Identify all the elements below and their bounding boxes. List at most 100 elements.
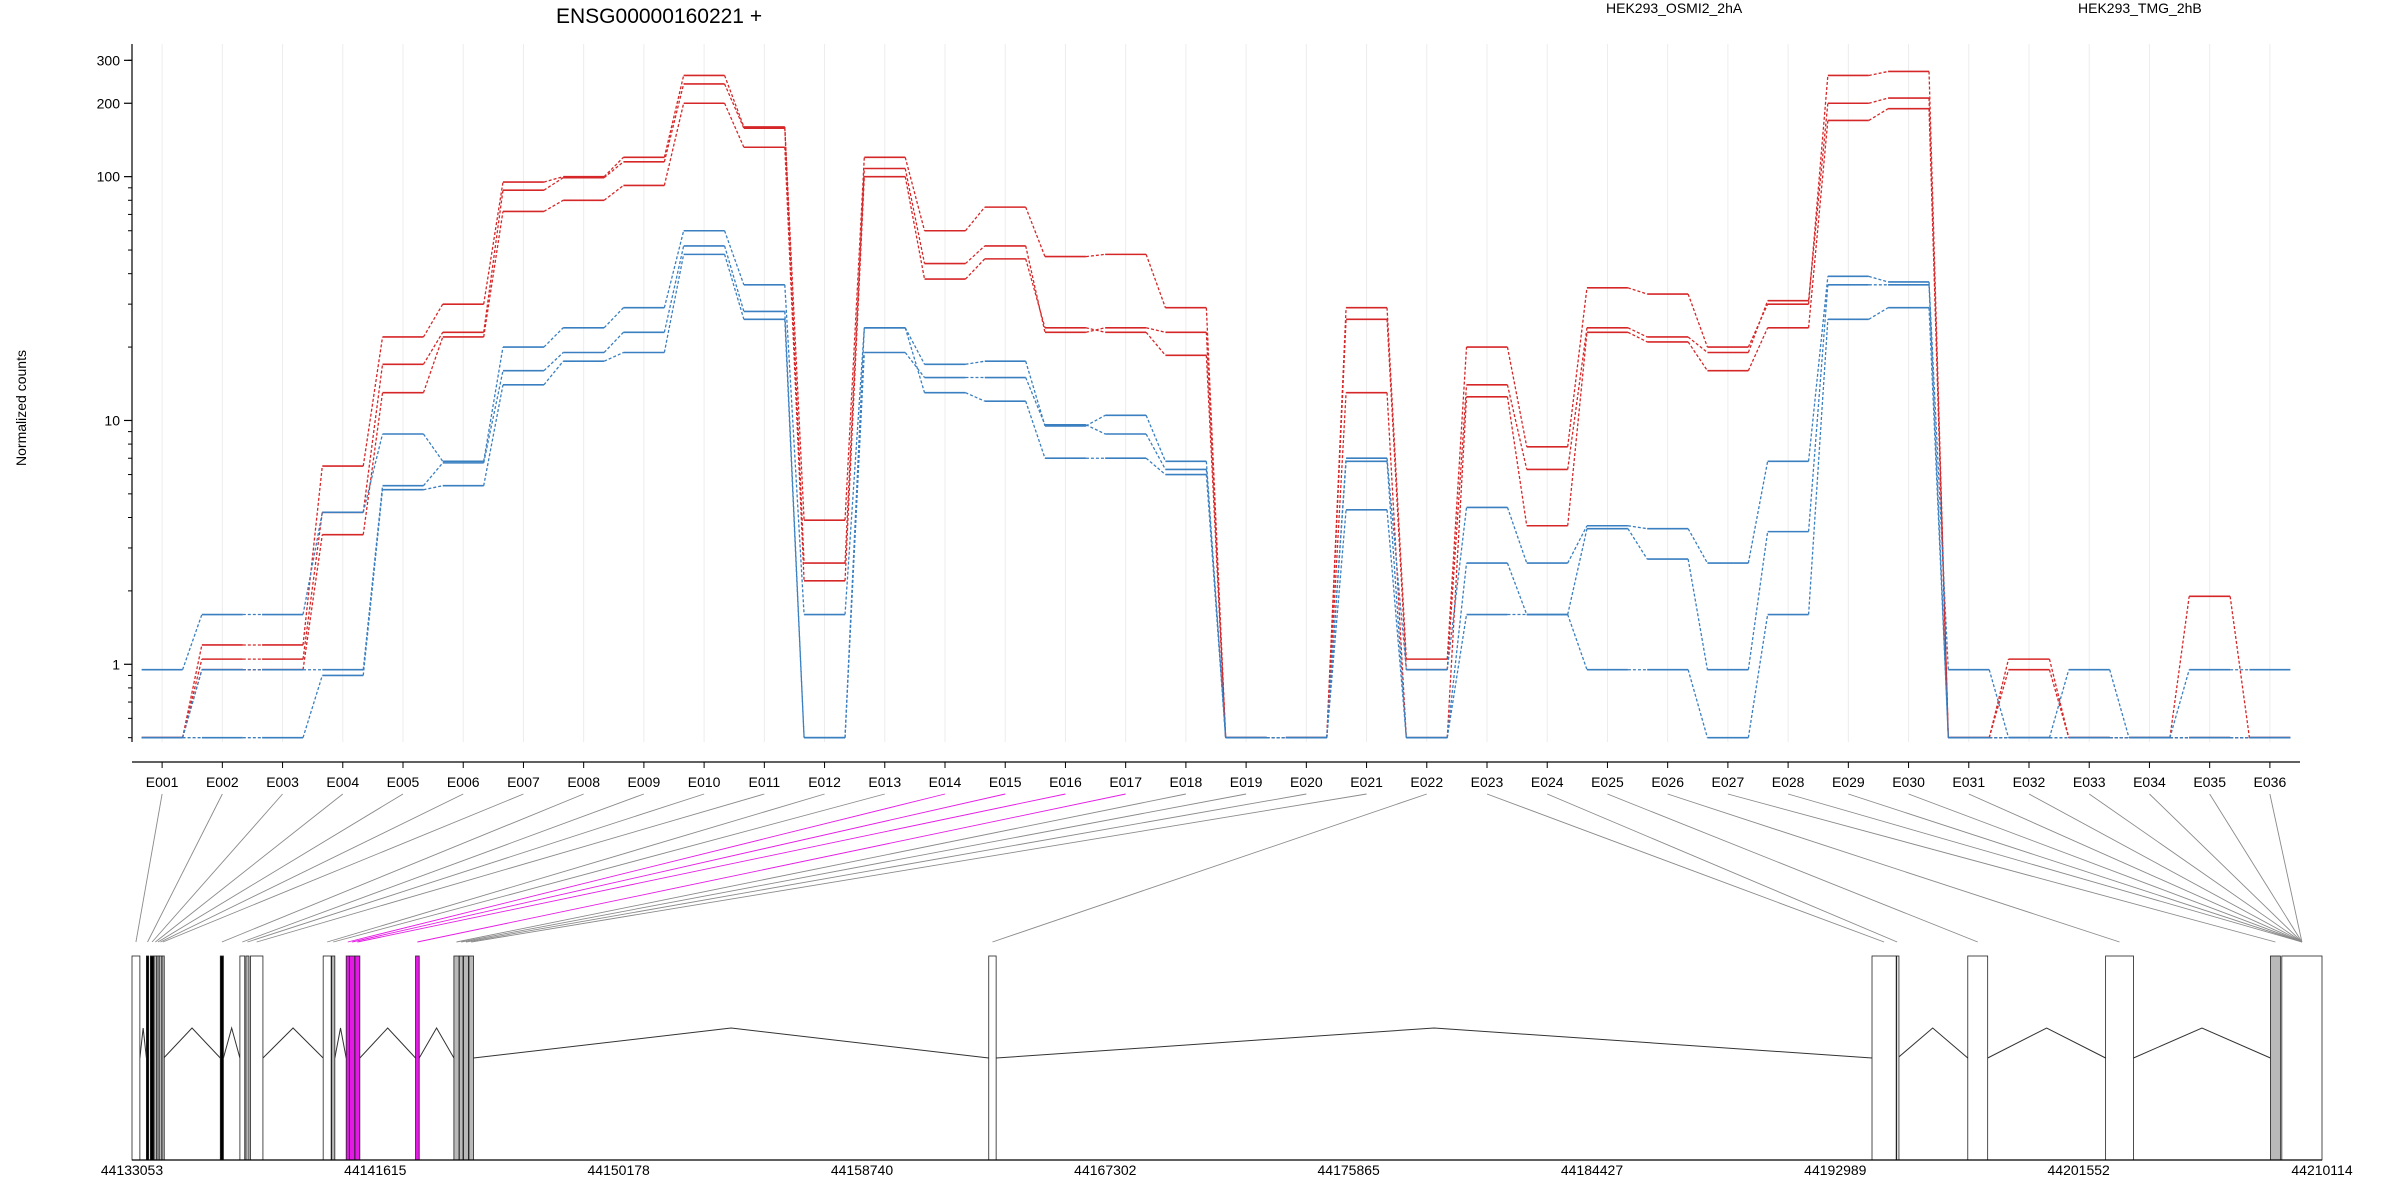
series-transition-segment — [1085, 253, 1106, 258]
series-transition-segment — [1687, 669, 1709, 738]
exon-connector — [1486, 793, 1885, 943]
exon-connector — [2269, 793, 2303, 943]
series-transition-segment — [302, 512, 323, 615]
series-transition-segment — [844, 157, 865, 521]
exon-connector — [155, 793, 344, 943]
exon-label: E014 — [929, 774, 962, 790]
coordinate-label: 44150178 — [588, 1162, 651, 1178]
series-transition-segment — [1747, 300, 1769, 353]
series-transition-segment — [362, 392, 384, 535]
series-transition-segment — [1145, 415, 1167, 462]
intron-line — [334, 1027, 347, 1059]
series-transition-segment — [1567, 528, 1588, 615]
series-transition-segment — [1506, 396, 1528, 526]
y-axis-title: Normalized counts — [13, 350, 29, 466]
intron-line — [996, 1027, 1873, 1059]
series-transition-segment — [1868, 307, 1889, 320]
series-transition-segment — [1506, 507, 1528, 564]
series-transition-segment — [1567, 287, 1588, 447]
series-transition-segment — [663, 254, 685, 353]
exon-label: E031 — [1952, 774, 1985, 790]
y-tick-label: 100 — [97, 169, 121, 185]
series-transition-segment — [904, 327, 926, 393]
series-transition-segment — [423, 485, 443, 491]
series-transition-segment — [844, 327, 865, 738]
exon-block — [453, 955, 460, 1161]
series-transition-segment — [1807, 103, 1829, 301]
exon-connector — [160, 793, 464, 943]
series-transition-segment — [1145, 457, 1166, 476]
series-transition-segment — [1627, 287, 1648, 295]
exon-block — [245, 955, 250, 1161]
exon-block — [146, 955, 150, 1161]
exon-connector — [456, 793, 1186, 943]
exon-connectors — [135, 793, 2303, 943]
series-transition-segment — [1627, 525, 1648, 530]
exon-connector — [1787, 793, 2303, 943]
exon-label: E027 — [1712, 774, 1745, 790]
series-transition-segment — [1446, 507, 1468, 670]
exon-block — [331, 955, 336, 1161]
series-transition-segment — [2109, 669, 2130, 738]
exon-block — [415, 955, 420, 1161]
plot-grid — [161, 44, 2271, 742]
exon-label: E021 — [1350, 774, 1383, 790]
intron-line — [1987, 1027, 2106, 1059]
series-transition-segment — [1446, 384, 1468, 670]
series-5 — [141, 245, 2291, 739]
exon-block — [131, 955, 141, 1161]
exon-block — [463, 955, 469, 1161]
exon-connector — [1848, 793, 2303, 943]
exon-label: E002 — [206, 774, 239, 790]
series-transition-segment — [723, 83, 745, 129]
series-transition-segment — [1205, 474, 1227, 738]
exon-connector — [221, 793, 584, 943]
series-transition-segment — [904, 168, 926, 264]
exon-label: E010 — [688, 774, 721, 790]
series-transition-segment — [1025, 377, 1046, 426]
series-transition-segment — [1868, 70, 1889, 77]
series-transition-segment — [1928, 284, 1949, 738]
series-transition-segment — [904, 352, 926, 378]
exon-connector — [256, 793, 765, 943]
series-transition-segment — [1326, 509, 1347, 738]
exon-label: E032 — [2013, 774, 2046, 790]
series-transition-segment — [1085, 327, 1106, 333]
series-transition-segment — [302, 675, 323, 738]
series-transition-segment — [1446, 614, 1468, 738]
exon-block — [149, 955, 155, 1161]
exon-label: E025 — [1591, 774, 1624, 790]
series-transition-segment — [1807, 319, 1829, 615]
exon-label: E001 — [146, 774, 179, 790]
series-6 — [141, 253, 2291, 739]
intron-line — [222, 1026, 241, 1059]
coordinate-label: 44133053 — [101, 1162, 164, 1178]
exon-connector — [151, 793, 283, 943]
intron-line — [262, 1027, 324, 1059]
series-transition-segment — [603, 331, 624, 353]
series-transition-segment — [1988, 669, 2010, 738]
series-transition-segment — [422, 331, 444, 365]
exon-label: E006 — [447, 774, 480, 790]
intron-line — [418, 1027, 455, 1059]
legend-label-group-a: HEK293_OSMI2_2hA — [1606, 0, 1743, 16]
y-tick-label: 200 — [97, 95, 121, 111]
legend-label-group-b: HEK293_TMG_2hB — [2078, 0, 2202, 16]
exon-connector — [247, 793, 705, 943]
exon-connector — [162, 793, 524, 943]
intron-line — [139, 1027, 147, 1059]
series-transition-segment — [1627, 327, 1648, 338]
exon-label: E030 — [1892, 774, 1925, 790]
series-transition-segment — [663, 103, 685, 186]
series-transition-segment — [1386, 458, 1407, 670]
exon-connector — [242, 793, 645, 943]
series-2 — [141, 83, 2291, 739]
exon-block — [468, 955, 474, 1161]
series-transition-segment — [483, 370, 504, 464]
series-transition-segment — [483, 190, 504, 333]
series-transition-segment — [2169, 669, 2190, 738]
series-transition-segment — [1627, 331, 1648, 343]
series-transition-segment — [1145, 331, 1166, 356]
coordinate-label: 44175865 — [1318, 1162, 1381, 1178]
